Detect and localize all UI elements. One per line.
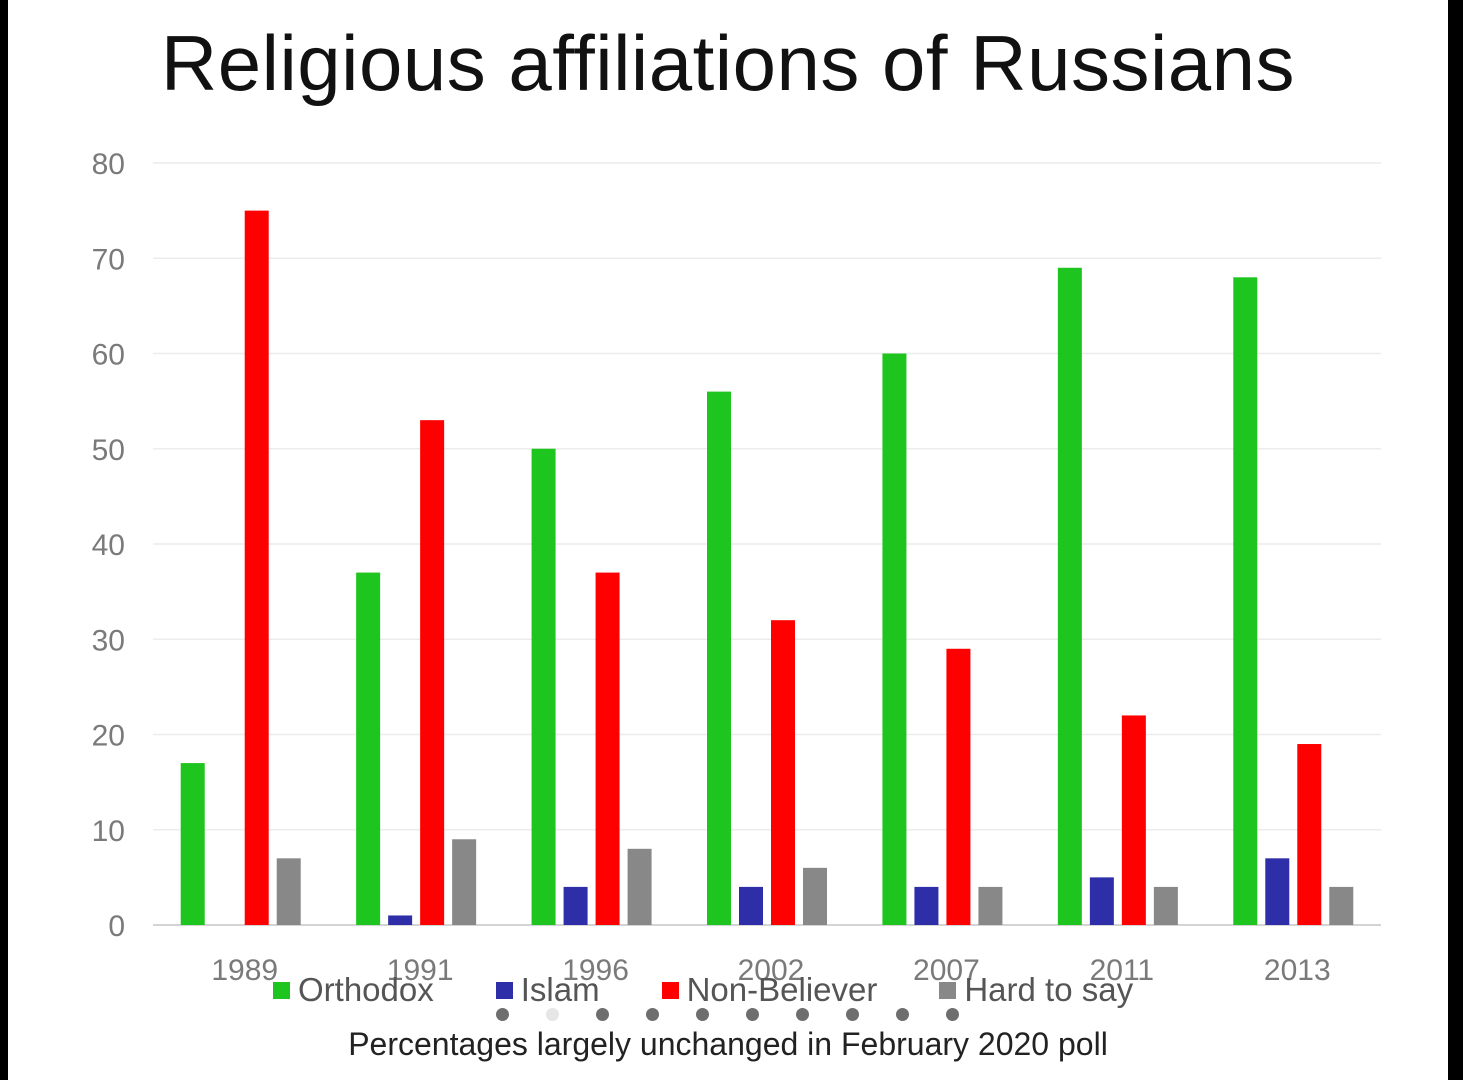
bar-islam-2011 <box>1089 877 1114 925</box>
bar-orthodox-2013 <box>1233 277 1258 925</box>
legend-label-islam: Islam <box>520 971 600 1008</box>
legend-item-non-believer: Non-Believer <box>661 971 878 1009</box>
bar-islam-2002 <box>739 886 763 925</box>
bar-islam-1996 <box>563 886 588 925</box>
carousel-dot[interactable] <box>796 1008 809 1021</box>
y-tick-label: 0 <box>108 910 125 943</box>
bar-hard-to-say-2007 <box>978 886 1003 925</box>
slide: Religious affiliations of Russians 0 10 20… <box>8 0 1448 1080</box>
y-tick-label: 30 <box>92 624 125 657</box>
bar-non-believer-2007 <box>946 648 971 925</box>
bar-non-believer-1996 <box>595 572 620 925</box>
legend-item-hard-to-say: Hard to say <box>939 971 1133 1009</box>
y-tick-label: 40 <box>92 529 125 562</box>
x-tick-label: 1996 <box>562 954 629 987</box>
carousel-dot[interactable] <box>846 1008 859 1021</box>
carousel-dot[interactable] <box>546 1008 559 1021</box>
carousel-dot[interactable] <box>946 1008 959 1021</box>
legend-item-orthodox: Orthodox <box>273 971 434 1009</box>
bar-non-believer-2011 <box>1121 715 1146 925</box>
y-tick-label: 70 <box>92 243 125 276</box>
carousel-dots <box>496 1008 996 1021</box>
carousel-dot[interactable] <box>746 1008 759 1021</box>
chart-title: Religious affiliations of Russians <box>160 19 1296 107</box>
carousel-dot[interactable] <box>596 1008 609 1021</box>
bar-islam-2007 <box>914 886 939 925</box>
y-tick-label: 60 <box>92 339 125 372</box>
x-tick-label: 1989 <box>211 954 278 987</box>
y-tick-label: 80 <box>92 148 125 181</box>
x-tick-label: 2013 <box>1264 954 1331 987</box>
carousel-dot[interactable] <box>646 1008 659 1021</box>
bar-orthodox-2007 <box>882 353 907 925</box>
x-tick-label: 2002 <box>738 954 805 987</box>
bar-hard-to-say-1996 <box>627 848 652 925</box>
slide-caption: Percentages largely unchanged in Februar… <box>348 1026 1108 1062</box>
carousel-dot[interactable] <box>696 1008 709 1021</box>
legend-item-islam: Islam <box>495 971 600 1009</box>
legend-swatch-orthodox <box>273 981 290 999</box>
legend-swatch-non-believer <box>661 981 679 999</box>
bar-hard-to-say-2013 <box>1329 886 1354 925</box>
bar-non-believer-1991 <box>420 420 445 925</box>
bar-non-believer-2013 <box>1297 744 1322 925</box>
bar-islam-2013 <box>1265 858 1290 925</box>
x-tick-label: 2011 <box>1090 954 1155 987</box>
legend-swatch-hard-to-say <box>939 981 957 999</box>
y-tick-label: 50 <box>92 434 125 467</box>
bar-non-believer-2002 <box>771 620 795 925</box>
bar-hard-to-say-2002 <box>803 867 827 925</box>
bar-orthodox-1991 <box>356 572 381 925</box>
x-tick-label: 1991 <box>387 954 454 987</box>
bar-islam-1991 <box>388 915 413 925</box>
bar-orthodox-1996 <box>531 448 556 925</box>
y-tick-label: 20 <box>92 720 125 753</box>
carousel-dot[interactable] <box>496 1008 509 1021</box>
legend-label-orthodox: Orthodox <box>298 971 434 1008</box>
legend-swatch-islam <box>495 981 513 999</box>
legend-label-hard-to-say: Hard to say <box>964 971 1134 1008</box>
bar-hard-to-say-2011 <box>1153 886 1178 925</box>
bar-orthodox-1989 <box>180 763 205 925</box>
bar-hard-to-say-1991 <box>452 839 477 925</box>
carousel-dot[interactable] <box>896 1008 909 1021</box>
legend-label-non-believer: Non-Believer <box>686 971 878 1008</box>
bar-orthodox-2011 <box>1057 267 1082 925</box>
bar-hard-to-say-1989 <box>276 858 301 925</box>
bar-orthodox-2002 <box>707 391 731 926</box>
bar-non-believer-1989 <box>244 210 269 925</box>
chart-legend: Orthodox Islam Non-Believer Hard to say <box>273 970 1195 1010</box>
y-tick-label: 10 <box>92 815 125 848</box>
